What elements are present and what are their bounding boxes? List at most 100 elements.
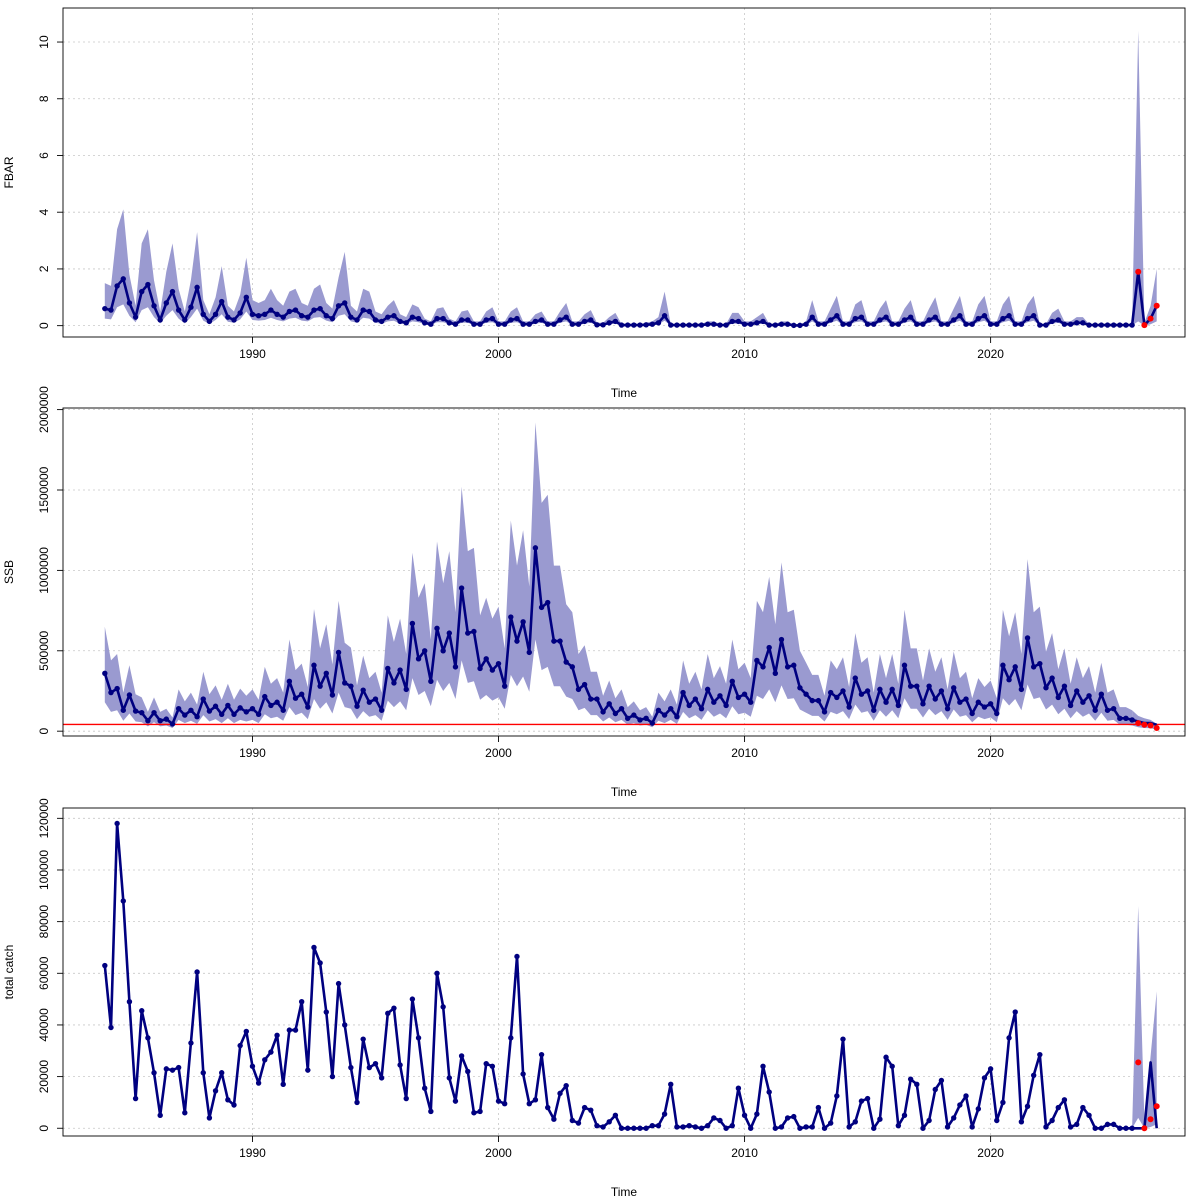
ssb-data-point <box>760 664 766 670</box>
fbar-y-tick-label: 4 <box>37 209 51 216</box>
total-catch-data-point <box>1024 1103 1031 1109</box>
fbar-data-point <box>243 294 250 300</box>
ssb-data-point <box>852 675 858 681</box>
fbar-data-point <box>711 321 717 327</box>
ssb-data-point <box>1080 699 1086 705</box>
ssb-data-point <box>200 696 206 702</box>
total-catch-data-point <box>827 1120 834 1126</box>
fbar-data-point <box>1006 313 1012 319</box>
fbar-data-point <box>280 314 286 320</box>
ssb-data-point <box>126 692 133 698</box>
fbar-data-point <box>421 320 428 326</box>
total-catch-data-point <box>409 996 416 1002</box>
total-catch-data-point <box>139 1008 145 1014</box>
ssb-forecast-point <box>1141 721 1148 728</box>
ssb-data-point <box>169 721 176 727</box>
ssb-data-point <box>212 703 219 709</box>
fbar-x-tick-label: 2020 <box>977 347 1004 361</box>
ssb-data-point <box>563 659 569 665</box>
ssb-data-point <box>421 648 428 654</box>
total-catch-data-point <box>760 1063 766 1069</box>
fbar-data-point <box>520 321 526 327</box>
fbar-data-point <box>631 322 637 328</box>
total-catch-data-point <box>1104 1121 1111 1128</box>
ssb-data-point <box>963 696 969 702</box>
total-catch-data-point <box>1055 1104 1061 1111</box>
fbar-data-point <box>698 322 705 328</box>
total-catch-data-point <box>1080 1104 1086 1111</box>
fbar-data-point <box>452 321 459 327</box>
total-catch-data-point <box>323 1009 329 1015</box>
fbar-data-point <box>624 322 631 328</box>
fbar-data-point <box>1061 321 1068 327</box>
fbar-data-point <box>132 314 139 320</box>
total-catch-data-point <box>729 1122 735 1129</box>
fbar-series-line <box>104 270 1158 327</box>
fbar-data-point <box>944 321 951 327</box>
fbar-data-point <box>871 321 877 327</box>
ssb-data-point <box>120 707 126 713</box>
total-catch-data-point <box>255 1080 262 1086</box>
ssb-data-point <box>698 705 705 712</box>
total-catch-data-point <box>520 1071 526 1077</box>
ssb-data-point <box>335 649 342 656</box>
fbar-data-point <box>292 307 299 313</box>
ssb-data-point <box>920 701 926 707</box>
ssb-data-point <box>532 545 539 551</box>
total-catch-data-point <box>477 1108 483 1115</box>
ssb-data-point <box>317 683 323 689</box>
ssb-forecast-point <box>1135 720 1142 727</box>
fbar-data-point <box>717 322 723 328</box>
total-catch-data-point <box>157 1112 163 1119</box>
fbar-data-point <box>545 321 551 327</box>
fbar-panel: 1990 2000 2010 2020 0 2 4 6 8 10 Time FBAR <box>2 7 1186 400</box>
total-catch-data-point <box>723 1125 729 1131</box>
total-catch-data-point <box>1030 1072 1037 1079</box>
total-catch-data-point <box>120 898 126 904</box>
ssb-data-point <box>108 689 114 696</box>
ssb-data-point <box>311 662 317 668</box>
total-catch-data-point <box>102 962 108 969</box>
ssb-data-point <box>791 662 797 668</box>
total-catch-data-point <box>440 1004 446 1010</box>
fbar-data-point <box>649 321 655 327</box>
fbar-data-point <box>637 322 643 328</box>
ssb-data-point <box>452 664 459 670</box>
fbar-data-point <box>342 300 348 306</box>
fbar-data-point <box>255 313 262 319</box>
total-catch-data-point <box>600 1124 606 1130</box>
fbar-data-point <box>551 321 557 327</box>
total-catch-data-point <box>200 1070 206 1076</box>
ssb-data-point <box>243 709 250 715</box>
total-catch-data-point <box>735 1085 742 1091</box>
fbar-data-point <box>1098 322 1105 328</box>
ssb-data-point <box>594 696 600 702</box>
fbar-data-point <box>1000 315 1006 322</box>
ssb-data-point <box>188 707 194 713</box>
total-catch-data-point <box>182 1110 188 1116</box>
fbar-data-point <box>182 317 188 323</box>
fbar-data-point <box>741 321 748 327</box>
ssb-data-point <box>508 614 514 620</box>
total-catch-data-point <box>342 1022 348 1028</box>
ssb-data-point <box>748 699 754 705</box>
total-catch-data-point <box>821 1125 828 1131</box>
ssb-data-point <box>1006 677 1012 683</box>
fbar-data-point <box>268 307 274 313</box>
ssb-data-point <box>1043 685 1049 691</box>
ssb-data-point <box>723 702 729 709</box>
ssb-data-point <box>274 699 280 705</box>
total-catch-x-tick-label: 1990 <box>239 1146 266 1160</box>
fbar-data-point <box>575 321 582 327</box>
total-catch-y-tick-label: 40000 <box>37 1008 51 1042</box>
total-catch-data-point <box>871 1125 877 1131</box>
ssb-data-point <box>151 709 157 716</box>
ssb-data-point <box>581 681 588 688</box>
total-catch-data-point <box>981 1075 988 1081</box>
ssb-data-point <box>840 688 846 694</box>
ssb-data-point <box>471 628 477 635</box>
fbar-data-point <box>754 320 760 326</box>
total-catch-data-point <box>458 1053 465 1059</box>
total-catch-data-point <box>428 1108 434 1115</box>
fbar-data-point <box>661 313 668 319</box>
